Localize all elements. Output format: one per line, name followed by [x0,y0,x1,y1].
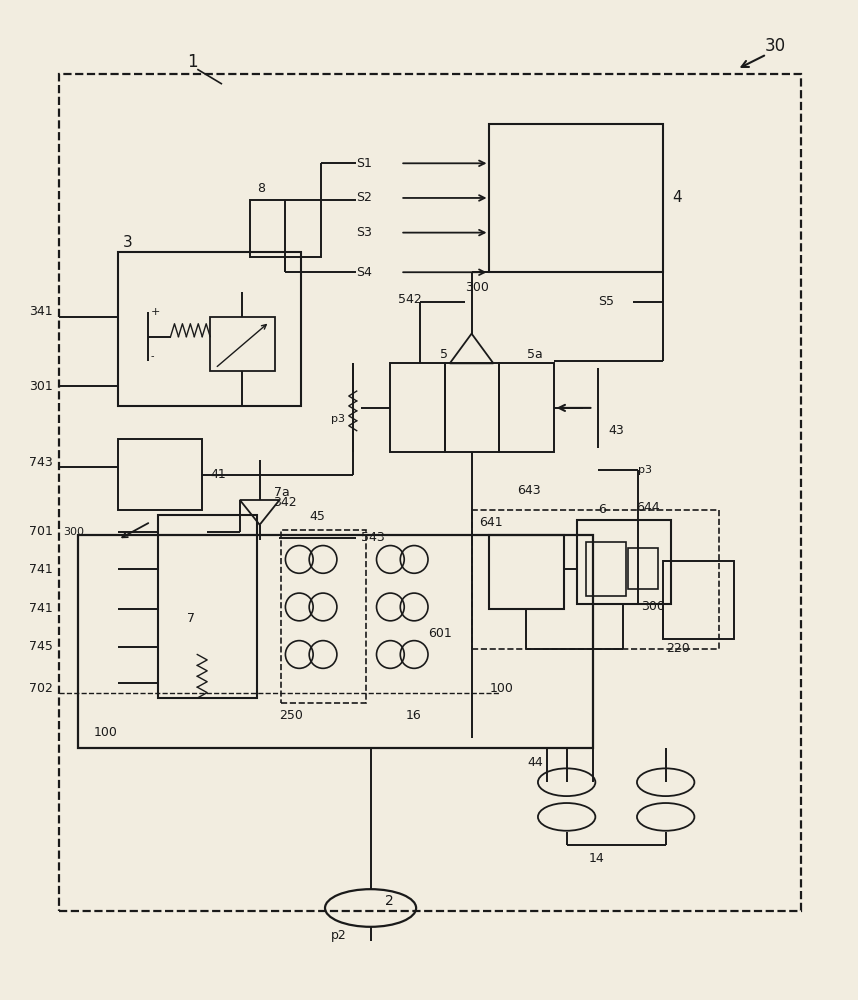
Bar [499,363,553,452]
Text: 300: 300 [465,281,488,294]
Text: 7a: 7a [274,486,289,499]
Text: 41: 41 [210,468,226,481]
Text: 100: 100 [94,726,118,739]
Text: 100: 100 [489,682,513,695]
Text: 220: 220 [666,642,690,655]
Text: 641: 641 [480,516,503,529]
Text: +: + [151,307,160,317]
Text: S3: S3 [356,226,372,239]
Text: 2: 2 [385,894,394,908]
Text: 43: 43 [608,424,624,437]
Text: 701: 701 [29,525,53,538]
Text: 342: 342 [274,496,297,509]
Bar [281,530,366,703]
Bar [444,363,499,452]
Bar [489,124,662,272]
Text: 6: 6 [598,503,607,516]
Text: 601: 601 [428,627,452,640]
Text: 300: 300 [63,527,85,537]
Text: 5: 5 [440,348,448,361]
Bar [250,200,321,257]
Text: S4: S4 [356,266,372,279]
Bar [390,363,444,452]
Bar [489,535,564,609]
Text: p2: p2 [331,929,347,942]
Bar [628,548,658,589]
Bar [577,520,671,604]
Bar [58,74,801,911]
Text: 5a: 5a [527,348,543,361]
Text: 643: 643 [517,484,541,497]
Bar [78,535,594,748]
Text: p3: p3 [638,465,652,475]
Text: 8: 8 [257,182,264,195]
Text: 300: 300 [641,600,665,613]
Text: 743: 743 [29,456,52,469]
Text: 341: 341 [29,305,52,318]
Text: 741: 741 [29,563,52,576]
Text: 741: 741 [29,602,52,615]
Text: 644: 644 [636,501,660,514]
Text: -: - [151,351,154,361]
Text: 3: 3 [123,235,133,250]
Text: S1: S1 [356,157,372,170]
Text: 16: 16 [405,709,421,722]
Text: 301: 301 [29,380,52,393]
Text: S5: S5 [598,295,614,308]
Text: 250: 250 [280,709,304,722]
Text: 30: 30 [764,37,786,55]
Text: 7: 7 [187,612,196,625]
Bar [472,510,719,649]
Bar [587,542,626,596]
Bar [118,439,202,510]
Text: 542: 542 [398,293,422,306]
Text: 543: 543 [360,531,384,544]
Text: 745: 745 [29,640,53,653]
Bar [158,515,257,698]
Bar [210,317,275,371]
Text: p3: p3 [331,414,345,424]
Text: 14: 14 [589,852,604,865]
Text: 45: 45 [309,510,325,523]
Text: 44: 44 [527,756,543,769]
Bar [662,561,734,639]
Text: 4: 4 [673,190,682,205]
Text: 1: 1 [187,53,198,71]
Text: S2: S2 [356,191,372,204]
Bar [118,252,301,406]
Text: 702: 702 [29,682,53,695]
